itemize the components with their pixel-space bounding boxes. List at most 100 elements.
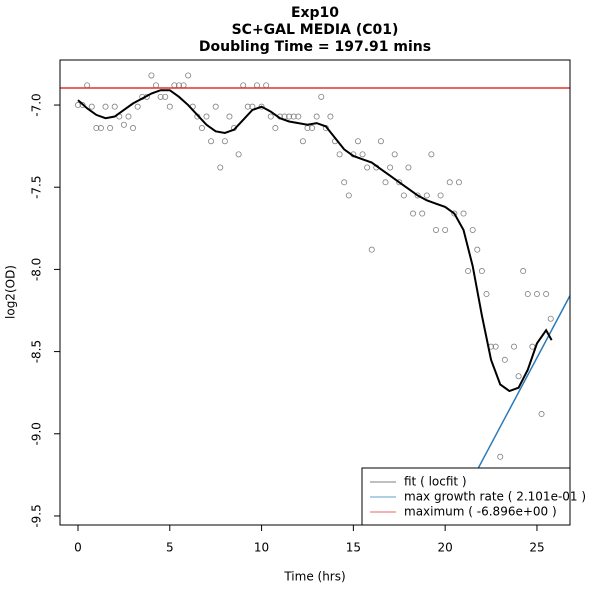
data-point	[515, 373, 522, 380]
data-point	[88, 103, 95, 110]
data-point	[74, 102, 81, 109]
data-point	[442, 226, 449, 233]
data-point	[460, 210, 467, 217]
growth-line	[447, 295, 570, 525]
data-point	[130, 125, 137, 132]
data-point	[511, 343, 518, 350]
data-point	[299, 138, 306, 145]
data-point	[497, 453, 504, 460]
data-point	[382, 179, 389, 186]
data-point	[235, 151, 242, 158]
data-point	[162, 93, 169, 100]
data-point	[524, 291, 531, 298]
legend-label: maximum ( -6.896e+00 )	[404, 505, 557, 519]
data-point	[336, 151, 343, 158]
y-tick-label: -8.5	[30, 340, 44, 363]
data-point	[341, 179, 348, 186]
fit-line	[77, 89, 553, 393]
data-point	[455, 179, 462, 186]
legend-label: max growth rate ( 2.101e-01 )	[404, 490, 586, 504]
data-point	[483, 291, 490, 298]
data-point	[327, 113, 334, 120]
y-tick-label: -7.5	[30, 176, 44, 199]
data-point	[125, 113, 132, 120]
data-point	[111, 103, 118, 110]
data-point	[107, 125, 114, 132]
data-point	[267, 113, 274, 120]
chart-title: Exp10	[291, 5, 339, 21]
data-point	[244, 103, 251, 110]
data-point	[157, 93, 164, 100]
data-point	[520, 268, 527, 275]
data-point	[102, 103, 109, 110]
data-point	[533, 291, 540, 298]
data-point	[345, 192, 352, 199]
data-point	[419, 210, 426, 217]
chart-title: Doubling Time = 197.91 mins	[199, 39, 431, 55]
y-tick-label: -7.0	[30, 93, 44, 116]
data-point	[359, 151, 366, 158]
y-tick-label: -9.0	[30, 422, 44, 445]
data-point	[396, 179, 403, 186]
x-tick-label: 0	[74, 541, 82, 555]
data-point	[272, 125, 279, 132]
data-point	[492, 343, 499, 350]
data-point	[387, 164, 394, 171]
legend-label: fit ( locfit )	[404, 475, 467, 489]
data-point	[364, 164, 371, 171]
data-point	[547, 315, 554, 322]
data-point	[432, 226, 439, 233]
data-point	[368, 246, 375, 253]
y-tick-label: -8.0	[30, 258, 44, 281]
data-point	[428, 151, 435, 158]
x-tick-label: 5	[166, 541, 174, 555]
data-point	[465, 268, 472, 275]
data-point	[120, 121, 127, 128]
data-point	[217, 164, 224, 171]
data-point	[295, 113, 302, 120]
data-point	[148, 72, 155, 79]
data-point	[93, 125, 100, 132]
data-point	[414, 192, 421, 199]
plot-area	[60, 72, 570, 525]
data-point	[208, 138, 215, 145]
x-axis-label: Time (hrs)	[283, 570, 345, 584]
data-point	[377, 138, 384, 145]
data-point	[166, 103, 173, 110]
data-point	[391, 151, 398, 158]
data-point	[134, 103, 141, 110]
x-tick-label: 25	[529, 541, 544, 555]
data-point	[437, 192, 444, 199]
data-point	[451, 210, 458, 217]
chart-title: SC+GAL MEDIA (C01)	[232, 22, 399, 38]
data-point	[212, 103, 219, 110]
legend: fit ( locfit )max growth rate ( 2.101e-0…	[361, 467, 586, 526]
legend-box	[361, 467, 571, 526]
data-point	[501, 356, 508, 363]
data-point	[313, 113, 320, 120]
data-point	[405, 164, 412, 171]
x-tick-label: 20	[438, 541, 453, 555]
data-point	[474, 246, 481, 253]
data-point	[221, 138, 228, 145]
data-point	[203, 113, 210, 120]
data-point	[97, 125, 104, 132]
data-point	[309, 125, 316, 132]
data-point	[286, 113, 293, 120]
x-tick-label: 10	[254, 541, 269, 555]
data-point	[469, 226, 476, 233]
y-tick-label: -9.5	[30, 504, 44, 527]
data-point	[410, 210, 417, 217]
data-point	[478, 268, 485, 275]
data-point	[354, 138, 361, 145]
data-point	[290, 113, 297, 120]
data-point	[400, 192, 407, 199]
data-point	[543, 291, 550, 298]
data-point	[423, 192, 430, 199]
data-point	[538, 411, 545, 418]
y-axis-label: log2(OD)	[4, 265, 18, 319]
data-point	[185, 72, 192, 79]
data-point	[318, 93, 325, 100]
